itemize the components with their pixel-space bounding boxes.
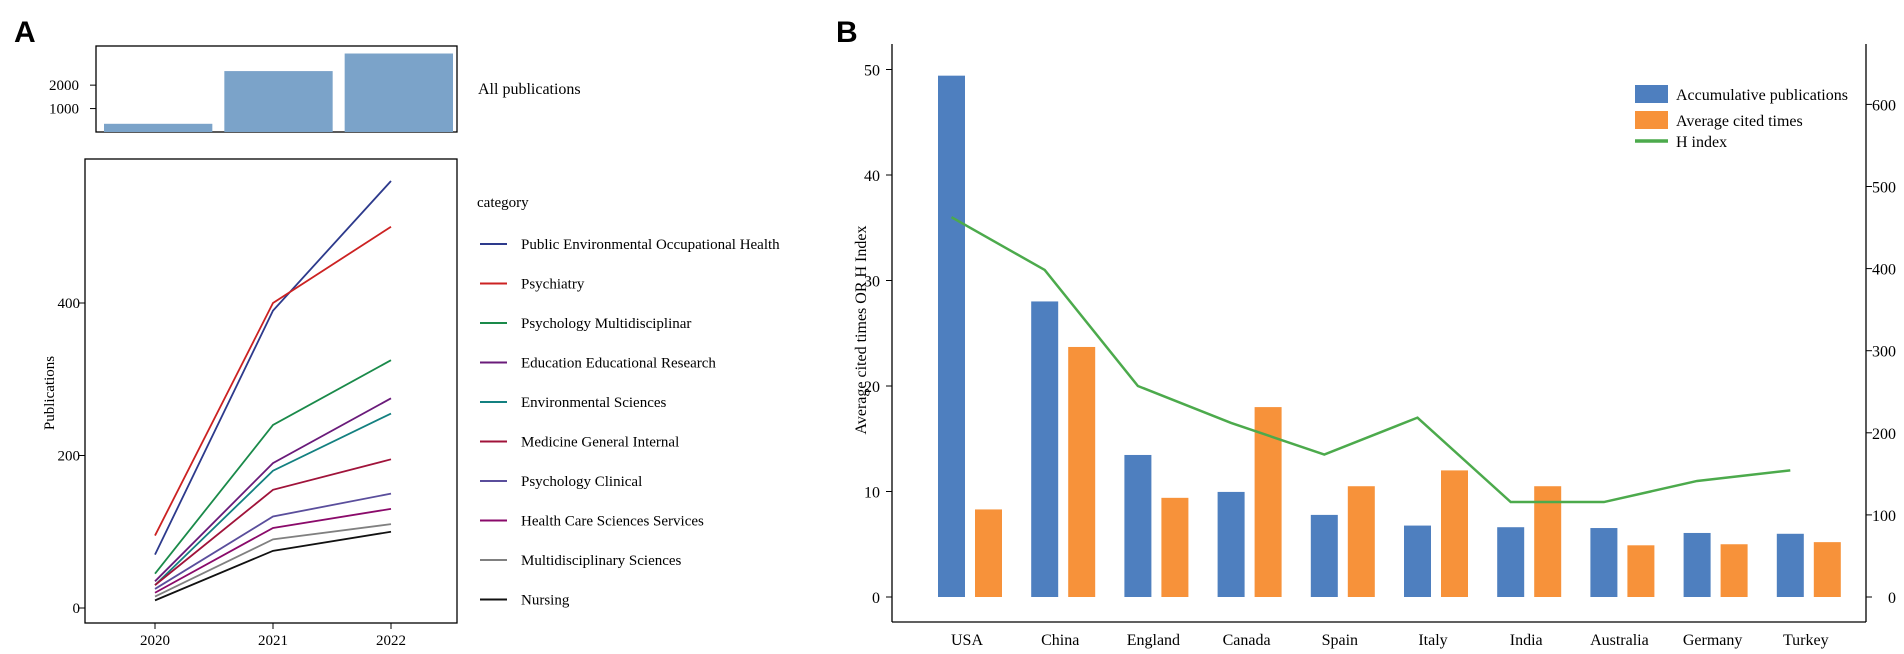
b-bar-cited bbox=[975, 509, 1002, 597]
b-right-tick-label: 200 bbox=[1872, 426, 1896, 443]
b-left-tick-label: 20 bbox=[864, 379, 880, 396]
b-bar-cited bbox=[1813, 542, 1841, 597]
a-series-line bbox=[154, 492, 392, 590]
b-left-tick-label: 0 bbox=[872, 590, 880, 607]
b-bar-publications bbox=[938, 75, 965, 598]
b-bar-publications bbox=[1031, 301, 1059, 597]
a-ylabel: Publications bbox=[42, 356, 58, 430]
a-series-line bbox=[154, 359, 392, 575]
b-xtick-label: Australia bbox=[1590, 632, 1649, 649]
b-bar-publications bbox=[1124, 454, 1152, 597]
b-xtick-label: Italy bbox=[1418, 632, 1447, 649]
b-legend-label: Accumulative publications bbox=[1676, 87, 1848, 104]
a-legend-label: Environmental Sciences bbox=[521, 395, 667, 411]
b-legend-label: H index bbox=[1676, 134, 1727, 151]
b-left-tick-label: 50 bbox=[864, 63, 880, 80]
a-bar-ytick-label: 1000 bbox=[49, 102, 79, 118]
b-bar-publications bbox=[1404, 525, 1431, 597]
b-combo-chart: Average cited times OR H Index 0 10 20 30 40… bbox=[853, 44, 1896, 649]
b-xtick-label: China bbox=[1041, 632, 1079, 649]
a-legend-title: category bbox=[477, 195, 529, 211]
b-bar-cited bbox=[1627, 545, 1655, 597]
b-xtick-label: India bbox=[1510, 632, 1543, 649]
a-legend-label: Public Environmental Occupational Health bbox=[521, 237, 780, 253]
b-bar-publications bbox=[1497, 527, 1525, 597]
a-line-frame bbox=[84, 158, 458, 624]
b-right-tick-label: 500 bbox=[1872, 180, 1896, 197]
a-series-line bbox=[154, 412, 392, 586]
a-series-line bbox=[154, 397, 392, 582]
panel-a-label: A bbox=[14, 16, 36, 49]
a-line-xtick-label: 2021 bbox=[258, 633, 288, 649]
b-legend-swatch bbox=[1635, 85, 1668, 103]
a-series-line bbox=[154, 523, 392, 598]
b-bar-cited bbox=[1534, 486, 1562, 597]
a-line-xtick-label: 2022 bbox=[376, 633, 406, 649]
b-xtick-label: Turkey bbox=[1783, 632, 1829, 649]
a-bar bbox=[344, 53, 453, 133]
a-bar-title: All publications bbox=[478, 81, 581, 98]
a-legend-label: Psychiatry bbox=[521, 277, 585, 293]
b-legend-label: Average cited times bbox=[1676, 113, 1803, 130]
a-bar-ytick-label: 2000 bbox=[49, 78, 79, 94]
b-bar-cited bbox=[1068, 346, 1096, 597]
a-series-line bbox=[154, 225, 392, 536]
b-bar-cited bbox=[1441, 470, 1468, 597]
a-legend-label: Multidisciplinary Sciences bbox=[521, 553, 682, 569]
b-left-tick-label: 10 bbox=[864, 485, 880, 502]
b-bar-cited bbox=[1347, 486, 1375, 597]
b-xtick-label: Germany bbox=[1683, 632, 1743, 649]
a-line-ytick-label: 400 bbox=[58, 296, 81, 312]
b-bar-publications bbox=[1590, 528, 1618, 597]
b-left-tick-label: 40 bbox=[864, 168, 880, 185]
a-bar bbox=[224, 71, 333, 132]
a-legend-label: Nursing bbox=[521, 593, 570, 609]
b-left-tick-label: 30 bbox=[864, 274, 880, 291]
b-right-tick-label: 100 bbox=[1872, 508, 1896, 525]
b-xtick-label: USA bbox=[951, 632, 983, 649]
a-line-xtick-label: 2020 bbox=[140, 633, 170, 649]
b-ylabel: Average cited times OR H Index bbox=[853, 226, 870, 435]
b-bar-cited bbox=[1720, 544, 1748, 597]
b-right-tick-label: 400 bbox=[1872, 262, 1896, 279]
a-line-ytick-label: 0 bbox=[73, 601, 81, 617]
a-legend-label: Education Educational Research bbox=[521, 356, 716, 372]
a-series-line bbox=[154, 180, 392, 556]
a-line-chart: Publications category 0 200 400 2020 2021 202… bbox=[42, 158, 780, 649]
b-right-tick-label: 0 bbox=[1888, 590, 1896, 607]
b-bar-publications bbox=[1310, 514, 1338, 597]
panel-b-label: B bbox=[836, 16, 858, 49]
b-bar-cited bbox=[1161, 497, 1189, 597]
b-legend-swatch bbox=[1635, 111, 1668, 129]
b-right-tick-label: 600 bbox=[1872, 97, 1896, 114]
a-legend-label: Psychology Multidisciplinar bbox=[521, 316, 691, 332]
b-right-tick-label: 300 bbox=[1872, 344, 1896, 361]
b-bar-publications bbox=[1776, 533, 1804, 597]
b-xtick-label: England bbox=[1127, 632, 1180, 649]
b-xtick-label: Canada bbox=[1223, 632, 1271, 649]
a-bar-chart: All publications 1000 2000 bbox=[49, 45, 581, 133]
a-series-line bbox=[154, 458, 392, 586]
b-bar-publications bbox=[1683, 532, 1711, 597]
a-series-line bbox=[154, 507, 392, 594]
b-xtick-label: Spain bbox=[1322, 632, 1358, 649]
a-legend-label: Psychology Clinical bbox=[521, 474, 642, 490]
a-legend-label: Medicine General Internal bbox=[521, 435, 679, 451]
a-bar bbox=[104, 123, 213, 132]
a-line-ytick-label: 200 bbox=[58, 449, 81, 465]
a-legend-label: Health Care Sciences Services bbox=[521, 514, 704, 530]
a-series-line bbox=[154, 530, 392, 602]
b-hindex-line bbox=[950, 216, 1791, 504]
b-bar-publications bbox=[1217, 491, 1245, 597]
